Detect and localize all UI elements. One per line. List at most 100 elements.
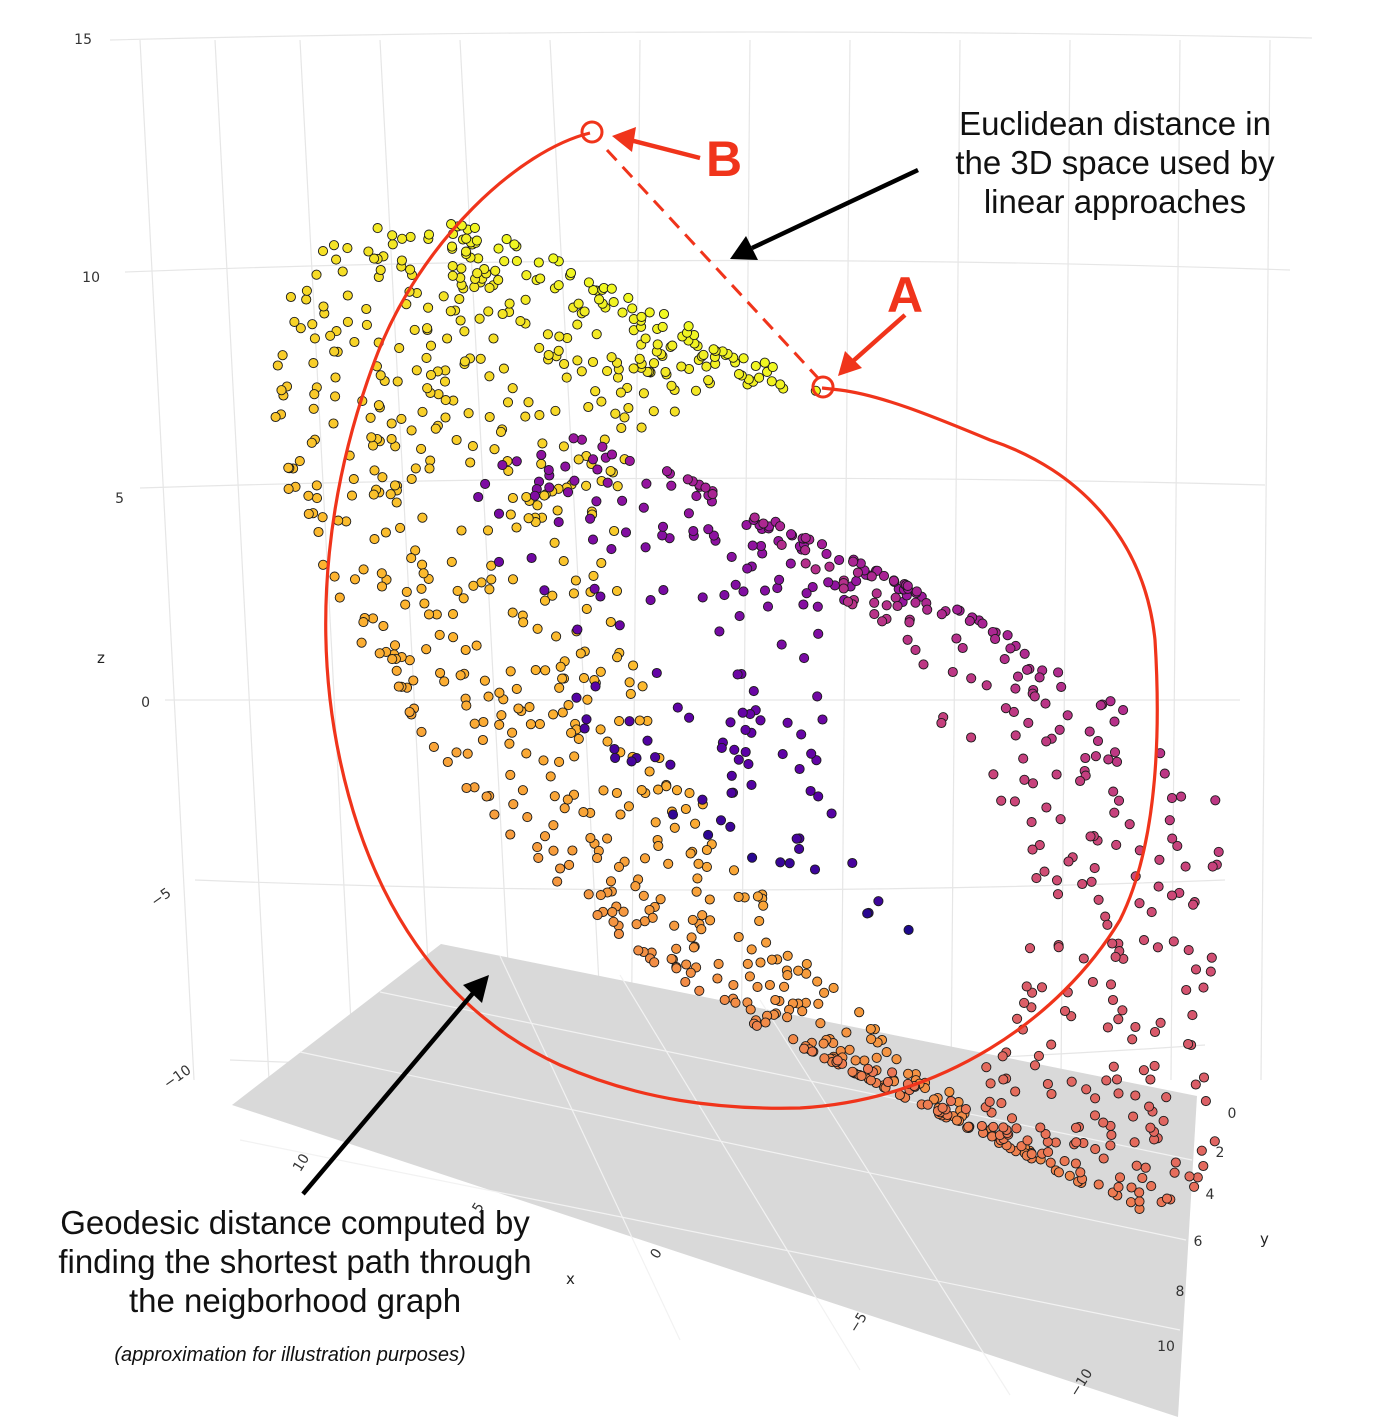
data-point <box>366 432 377 443</box>
data-point <box>461 233 472 244</box>
data-point <box>653 784 664 795</box>
data-point <box>786 529 797 540</box>
tick-label: −10 <box>161 1062 194 1092</box>
data-point <box>669 406 680 417</box>
data-point <box>1034 840 1045 851</box>
data-point <box>782 970 793 981</box>
data-point <box>697 910 708 921</box>
data-point <box>409 324 420 335</box>
data-point <box>698 349 709 360</box>
data-point <box>733 754 744 765</box>
data-point <box>572 319 583 330</box>
data-point <box>389 480 401 491</box>
data-point <box>490 265 501 276</box>
data-point <box>1054 724 1065 735</box>
data-point <box>421 352 432 363</box>
data-point <box>460 644 471 656</box>
data-point <box>887 1067 898 1078</box>
data-point <box>650 752 661 763</box>
scatter-points <box>270 219 1224 1214</box>
data-point <box>653 840 664 852</box>
data-point <box>615 809 626 820</box>
data-point <box>377 472 388 483</box>
data-point <box>380 527 391 538</box>
data-point <box>417 406 428 417</box>
data-point <box>1127 1034 1138 1045</box>
data-point <box>1024 943 1036 954</box>
data-point <box>638 388 649 399</box>
data-point <box>936 609 947 620</box>
data-point <box>311 480 322 491</box>
data-point <box>1154 854 1165 865</box>
data-point <box>960 1104 971 1115</box>
data-point <box>471 235 482 246</box>
data-point <box>417 512 428 523</box>
data-point <box>657 530 668 541</box>
data-point <box>502 397 514 408</box>
data-point <box>775 521 786 532</box>
data-point <box>910 597 921 608</box>
data-point <box>283 483 294 494</box>
z-axis-title: z <box>97 649 105 667</box>
data-point <box>726 787 737 798</box>
data-point <box>1125 1197 1137 1208</box>
data-point <box>977 618 988 629</box>
data-point <box>438 291 449 302</box>
data-point <box>750 360 761 372</box>
data-point <box>576 366 587 377</box>
data-point <box>1046 1088 1057 1100</box>
data-point <box>534 342 545 353</box>
data-point <box>309 389 320 400</box>
data-point <box>1146 1181 1157 1192</box>
data-point <box>602 366 613 377</box>
data-point <box>644 766 655 777</box>
data-point <box>423 302 434 313</box>
data-point <box>1059 1005 1071 1017</box>
data-point <box>456 525 467 536</box>
data-point <box>841 1027 852 1038</box>
data-point <box>570 575 581 586</box>
data-point <box>423 609 435 620</box>
data-point <box>1012 671 1024 682</box>
data-point <box>1161 1092 1172 1103</box>
point-b-marker <box>580 120 604 144</box>
data-point <box>572 355 583 366</box>
data-point <box>1039 866 1050 877</box>
data-point <box>508 799 519 810</box>
data-point <box>648 358 660 369</box>
data-point <box>422 323 433 334</box>
data-point <box>751 1020 762 1031</box>
data-point <box>628 660 639 671</box>
data-point <box>748 686 759 697</box>
data-point <box>559 358 570 370</box>
data-point <box>708 530 719 541</box>
data-point <box>569 475 580 486</box>
data-point <box>1089 1110 1101 1121</box>
data-point <box>666 480 677 491</box>
data-point <box>539 831 551 842</box>
data-point <box>521 270 532 281</box>
data-point <box>801 588 812 599</box>
data-point <box>981 680 992 691</box>
data-point <box>966 732 977 743</box>
data-point <box>568 588 579 599</box>
data-point <box>488 333 499 344</box>
data-point <box>446 241 458 252</box>
data-point <box>796 729 807 740</box>
data-point <box>587 534 599 545</box>
data-point <box>1170 1157 1181 1168</box>
data-point <box>683 321 694 332</box>
data-point <box>847 1066 858 1077</box>
data-point <box>1019 997 1030 1008</box>
data-point <box>981 1062 992 1073</box>
data-point <box>451 747 462 758</box>
data-point <box>693 858 704 869</box>
data-point <box>395 522 406 533</box>
data-point <box>964 615 975 627</box>
arrow-to-euclidean-line <box>730 167 919 260</box>
data-point <box>489 809 500 820</box>
data-point <box>821 548 832 559</box>
data-point <box>614 716 625 727</box>
data-point <box>838 583 849 594</box>
data-point <box>951 1115 962 1126</box>
